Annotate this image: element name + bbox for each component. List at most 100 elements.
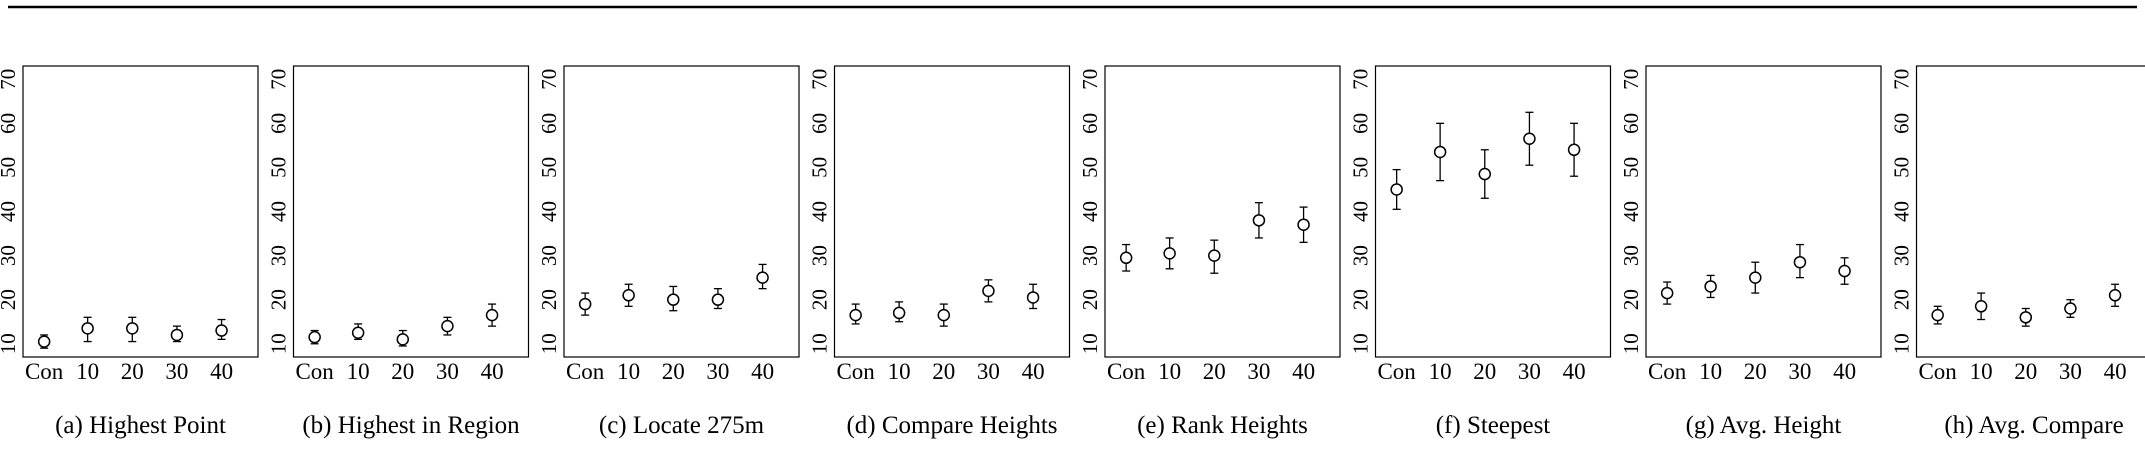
data-point [982, 284, 995, 298]
x-tick-label: 20 [1203, 359, 1226, 384]
data-point [756, 271, 769, 284]
y-tick-label: 70 [808, 69, 832, 90]
data-point [1163, 247, 1176, 260]
y-tick-label: 60 [537, 113, 561, 134]
data-point [441, 319, 454, 333]
x-tick-label: Con [1648, 359, 1687, 384]
panel-caption: (h) Avg. Compare [1944, 412, 2123, 439]
y-tick-label: 20 [537, 289, 561, 310]
x-tick-label: 10 [888, 359, 911, 384]
data-point [667, 293, 680, 306]
data-point [1974, 300, 1988, 313]
x-tick-label: 10 [617, 359, 640, 384]
panel-caption: (b) Highest in Region [302, 412, 520, 439]
x-tick-label: Con [1377, 359, 1416, 384]
panel-caption: (c) Locate 275m [599, 412, 765, 439]
plot-frame [1374, 65, 1612, 358]
plot-frame [1645, 65, 1882, 358]
data-point [2019, 311, 2033, 324]
y-tick-label: 20 [1890, 289, 1914, 310]
panel-caption: (g) Avg. Height [1686, 412, 1842, 439]
data-point [1252, 214, 1266, 227]
panel-caption: (f) Steepest [1436, 412, 1551, 439]
data-point [396, 333, 410, 346]
data-point [1433, 145, 1447, 159]
y-tick-label: 40 [1890, 201, 1914, 222]
data-point [1297, 218, 1310, 231]
y-tick-label: 50 [808, 157, 832, 178]
x-tick-label: Con [1918, 359, 1957, 384]
y-tick-label: 40 [0, 201, 20, 222]
x-tick-label: 30 [706, 359, 729, 384]
y-tick-label: 20 [0, 289, 20, 310]
y-tick-label: 30 [267, 245, 291, 266]
data-point [1390, 183, 1403, 196]
y-tick-label: 30 [1890, 245, 1914, 266]
y-tick-label: 50 [0, 157, 20, 178]
data-point [1749, 271, 1762, 284]
data-point [1931, 308, 1944, 322]
y-tick-label: 20 [1349, 289, 1373, 310]
data-point [937, 308, 951, 322]
y-tick-label: 50 [1349, 157, 1373, 178]
x-tick-label: 10 [347, 359, 370, 384]
plot-frame [22, 65, 259, 358]
y-tick-label: 70 [267, 69, 291, 90]
x-tick-label: 40 [210, 359, 233, 384]
x-tick-label: 20 [2014, 359, 2037, 384]
data-point [1567, 143, 1581, 157]
y-tick-label: 10 [537, 333, 561, 354]
x-tick-label: Con [836, 359, 875, 384]
y-tick-label: 30 [1349, 245, 1373, 266]
data-point [351, 326, 365, 339]
y-tick-label: 30 [1619, 245, 1643, 266]
plot-frame [833, 65, 1071, 358]
panel-caption: (d) Compare Heights [846, 412, 1057, 439]
y-tick-label: 50 [1890, 157, 1914, 178]
data-point [1026, 291, 1040, 304]
x-tick-label: 20 [662, 359, 685, 384]
x-tick-label: 10 [1970, 359, 1993, 384]
data-point [126, 322, 139, 335]
y-tick-label: 40 [1078, 201, 1102, 222]
y-tick-label: 30 [537, 245, 561, 266]
data-point [578, 297, 592, 311]
data-point [1704, 280, 1717, 293]
x-tick-label: 30 [977, 359, 1000, 384]
data-point [170, 328, 184, 342]
y-tick-label: 30 [808, 245, 832, 266]
y-tick-label: 10 [1619, 333, 1643, 354]
x-tick-label: 30 [1518, 359, 1541, 384]
y-tick-label: 60 [808, 113, 832, 134]
y-tick-label: 70 [1890, 69, 1914, 90]
data-point [849, 308, 862, 322]
y-tick-label: 70 [1349, 69, 1373, 90]
x-tick-label: 40 [2104, 359, 2127, 384]
y-tick-label: 60 [1619, 113, 1643, 134]
y-tick-label: 20 [1078, 289, 1102, 310]
y-tick-label: 50 [537, 157, 561, 178]
x-tick-label: Con [25, 359, 64, 384]
y-tick-label: 30 [1078, 245, 1102, 266]
data-point [1660, 286, 1674, 300]
y-tick-label: 60 [1078, 113, 1102, 134]
x-tick-label: 10 [76, 359, 99, 384]
x-tick-label: 30 [1247, 359, 1270, 384]
y-tick-label: 40 [537, 201, 561, 222]
plot-frame [1915, 65, 2145, 358]
y-tick-label: 70 [0, 69, 20, 90]
plot-frame [292, 65, 530, 358]
data-point [485, 308, 499, 322]
x-tick-label: 40 [751, 359, 774, 384]
y-tick-label: 20 [267, 289, 291, 310]
data-point [1119, 251, 1133, 265]
x-tick-label: 40 [1022, 359, 1045, 384]
x-tick-label: 30 [436, 359, 459, 384]
x-tick-label: 20 [1473, 359, 1496, 384]
